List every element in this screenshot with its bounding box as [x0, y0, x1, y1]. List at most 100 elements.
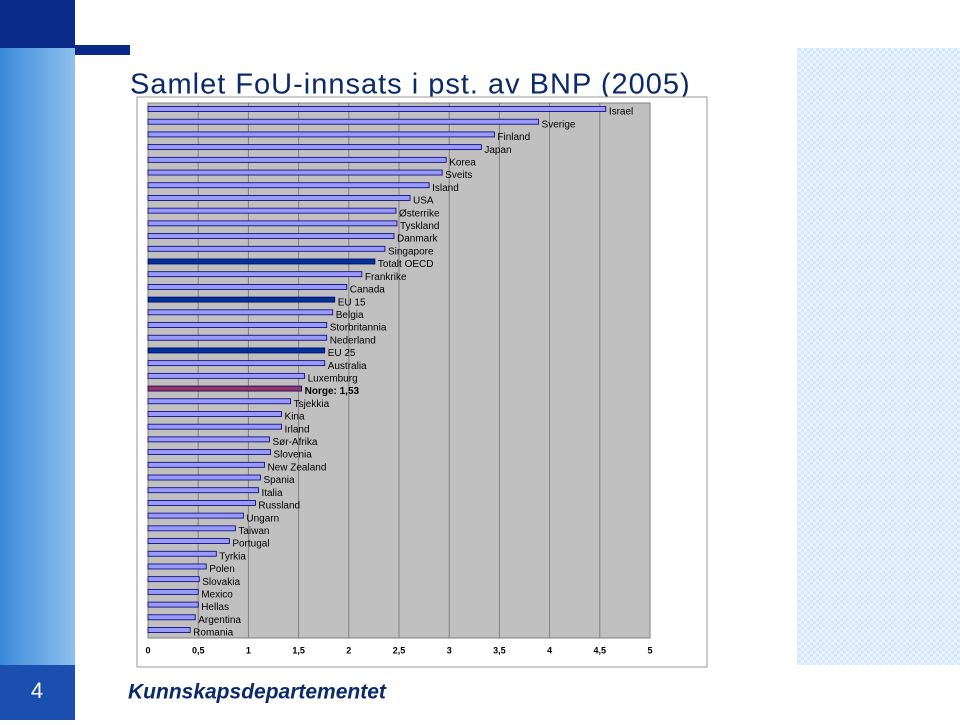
bar-label: Australia: [328, 361, 367, 372]
bar: [147, 525, 236, 532]
bar-label: Tyskland: [400, 221, 439, 232]
bar-label: New Zealand: [267, 462, 326, 473]
bar-label: Sverige: [542, 119, 576, 130]
x-tick-label: 1,5: [292, 645, 305, 655]
bar-label: Singapore: [388, 246, 434, 257]
bar-label: Sør-Afrika: [272, 437, 317, 448]
bar: [147, 601, 199, 608]
bar: [147, 538, 230, 544]
bar-label: Kina: [285, 412, 305, 423]
bar: [147, 398, 291, 405]
bar-label: Island: [432, 183, 459, 194]
page-number: 4: [31, 678, 43, 703]
bar: [147, 207, 397, 214]
bar: [147, 106, 607, 112]
bar-label: Luxemburg: [308, 373, 358, 384]
bar: [147, 195, 411, 201]
bar: [147, 563, 207, 570]
bar-label: Totalt OECD: [378, 259, 434, 270]
bar: [147, 220, 398, 227]
bar-label: USA: [413, 196, 434, 207]
bar-label: Hellas: [201, 602, 229, 613]
bar: [147, 156, 447, 163]
bar-label: Canada: [350, 285, 385, 296]
bar: [147, 309, 334, 316]
bar-label: Spania: [263, 475, 295, 486]
x-tick-label: 0,5: [192, 645, 205, 655]
bar: [147, 245, 386, 252]
bar-label: Taiwan: [238, 526, 269, 537]
x-tick-label: 4: [547, 645, 552, 655]
bar-label: Argentina: [198, 615, 241, 626]
bar: [147, 334, 328, 341]
bar: [147, 461, 265, 468]
bar-label: Mexico: [201, 590, 233, 601]
bar: [147, 144, 482, 151]
x-tick-label: 4,5: [594, 645, 607, 655]
bar: [147, 169, 443, 176]
bar-label: Ungarn: [246, 513, 279, 524]
page-number-box: [0, 665, 75, 720]
bar: [147, 131, 495, 138]
x-tick-label: 3,5: [493, 645, 506, 655]
corner-bar: [75, 45, 130, 55]
bar-label: Israel: [609, 107, 633, 118]
bar: [147, 233, 395, 239]
bar: [147, 258, 376, 265]
bar: [147, 512, 244, 519]
bar-label: Slovakia: [202, 577, 240, 588]
bar-label: Belgia: [336, 310, 364, 321]
corner-block: [0, 0, 75, 48]
bar-label: Danmark: [397, 234, 439, 245]
bar: [147, 423, 282, 430]
bar: [147, 474, 261, 481]
x-tick-label: 2: [346, 645, 351, 655]
footer: Kunnskapsdepartementet: [128, 681, 387, 704]
x-tick-label: 0: [145, 645, 150, 655]
x-tick-label: 2,5: [393, 645, 406, 655]
bar: [147, 284, 348, 290]
bar-label: Norge: 1,53: [305, 386, 360, 397]
bar: [147, 449, 271, 455]
bar: [147, 500, 256, 506]
bar-label: EU 25: [328, 348, 356, 359]
bar: [147, 487, 259, 494]
bar: [147, 550, 217, 557]
bar-label: Slovenia: [273, 450, 312, 461]
bar-label: Irland: [285, 424, 310, 435]
bar: [147, 614, 196, 621]
bar: [147, 372, 306, 379]
bar: [147, 296, 336, 303]
bar: [147, 271, 363, 278]
bar: [147, 118, 539, 125]
bar: [147, 385, 303, 392]
bar: [147, 322, 328, 328]
slide-title: Samlet FoU-innsats i pst. av BNP (2005): [130, 69, 691, 101]
bar-label: Italia: [261, 488, 283, 499]
bar: [147, 360, 326, 367]
x-tick-label: 3: [447, 645, 452, 655]
bar-label: Østerrike: [399, 208, 440, 219]
bar-label: Korea: [449, 157, 476, 168]
bar-label: Storbritannia: [330, 323, 387, 334]
bar-label: Finland: [497, 132, 530, 143]
bar: [147, 576, 200, 583]
x-tick-label: 1: [246, 645, 251, 655]
bar-label: Japan: [484, 145, 511, 156]
bar: [147, 588, 199, 595]
bar-label: Sveits: [445, 170, 472, 181]
bar-label: Frankrike: [365, 272, 407, 283]
bar-label: Tsjekkia: [294, 399, 330, 410]
bar-label: Russland: [258, 501, 300, 512]
bar: [147, 627, 191, 633]
bar-label: Polen: [209, 564, 235, 575]
bar-label: Tyrkia: [219, 551, 246, 562]
bar-label: EU 15: [338, 297, 366, 308]
bar: [147, 436, 270, 443]
bar-label: Portugal: [232, 539, 269, 550]
left-strip: [0, 48, 75, 665]
bar-label: Romania: [193, 628, 233, 639]
bar-label: Nederland: [330, 335, 376, 346]
